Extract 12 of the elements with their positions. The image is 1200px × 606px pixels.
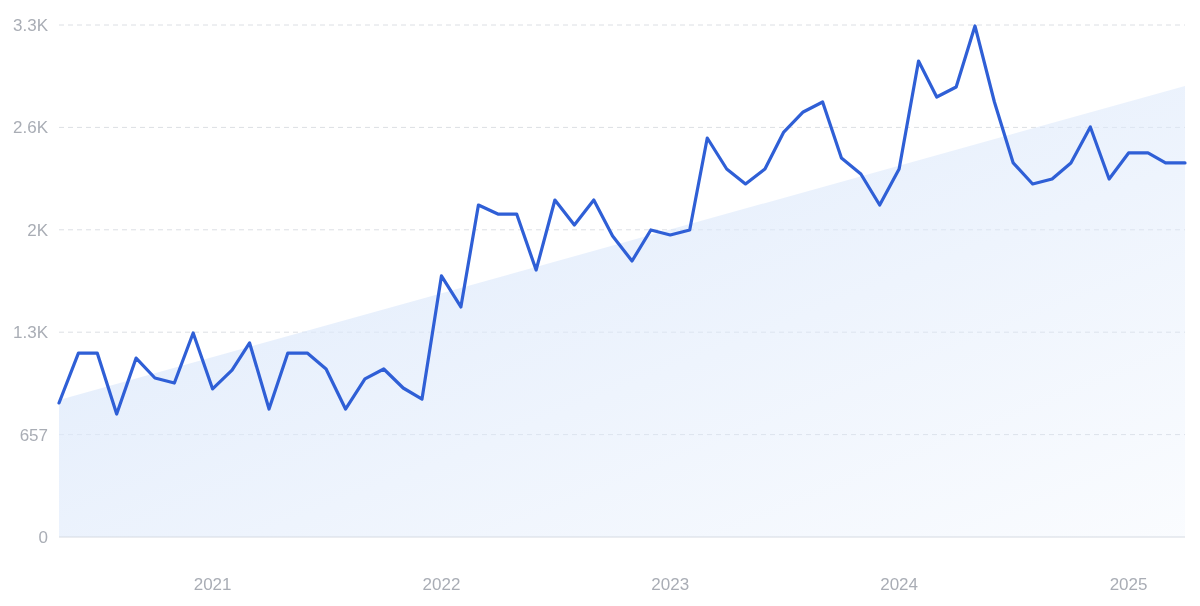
- x-tick-label: 2022: [422, 575, 461, 594]
- y-tick-label: 3.3K: [13, 15, 49, 35]
- y-tick-label: 0: [38, 527, 48, 547]
- x-tick-label: 2025: [1109, 575, 1148, 594]
- x-tick-label: 2024: [880, 575, 919, 594]
- x-tick-label: 2021: [193, 575, 232, 594]
- y-tick-label: 2K: [27, 220, 49, 240]
- y-tick-label: 2.6K: [13, 118, 49, 138]
- y-tick-label: 657: [19, 425, 48, 445]
- y-tick-label: 1.3K: [13, 323, 49, 343]
- x-tick-label: 2023: [651, 575, 690, 594]
- line-series: [57, 24, 1187, 416]
